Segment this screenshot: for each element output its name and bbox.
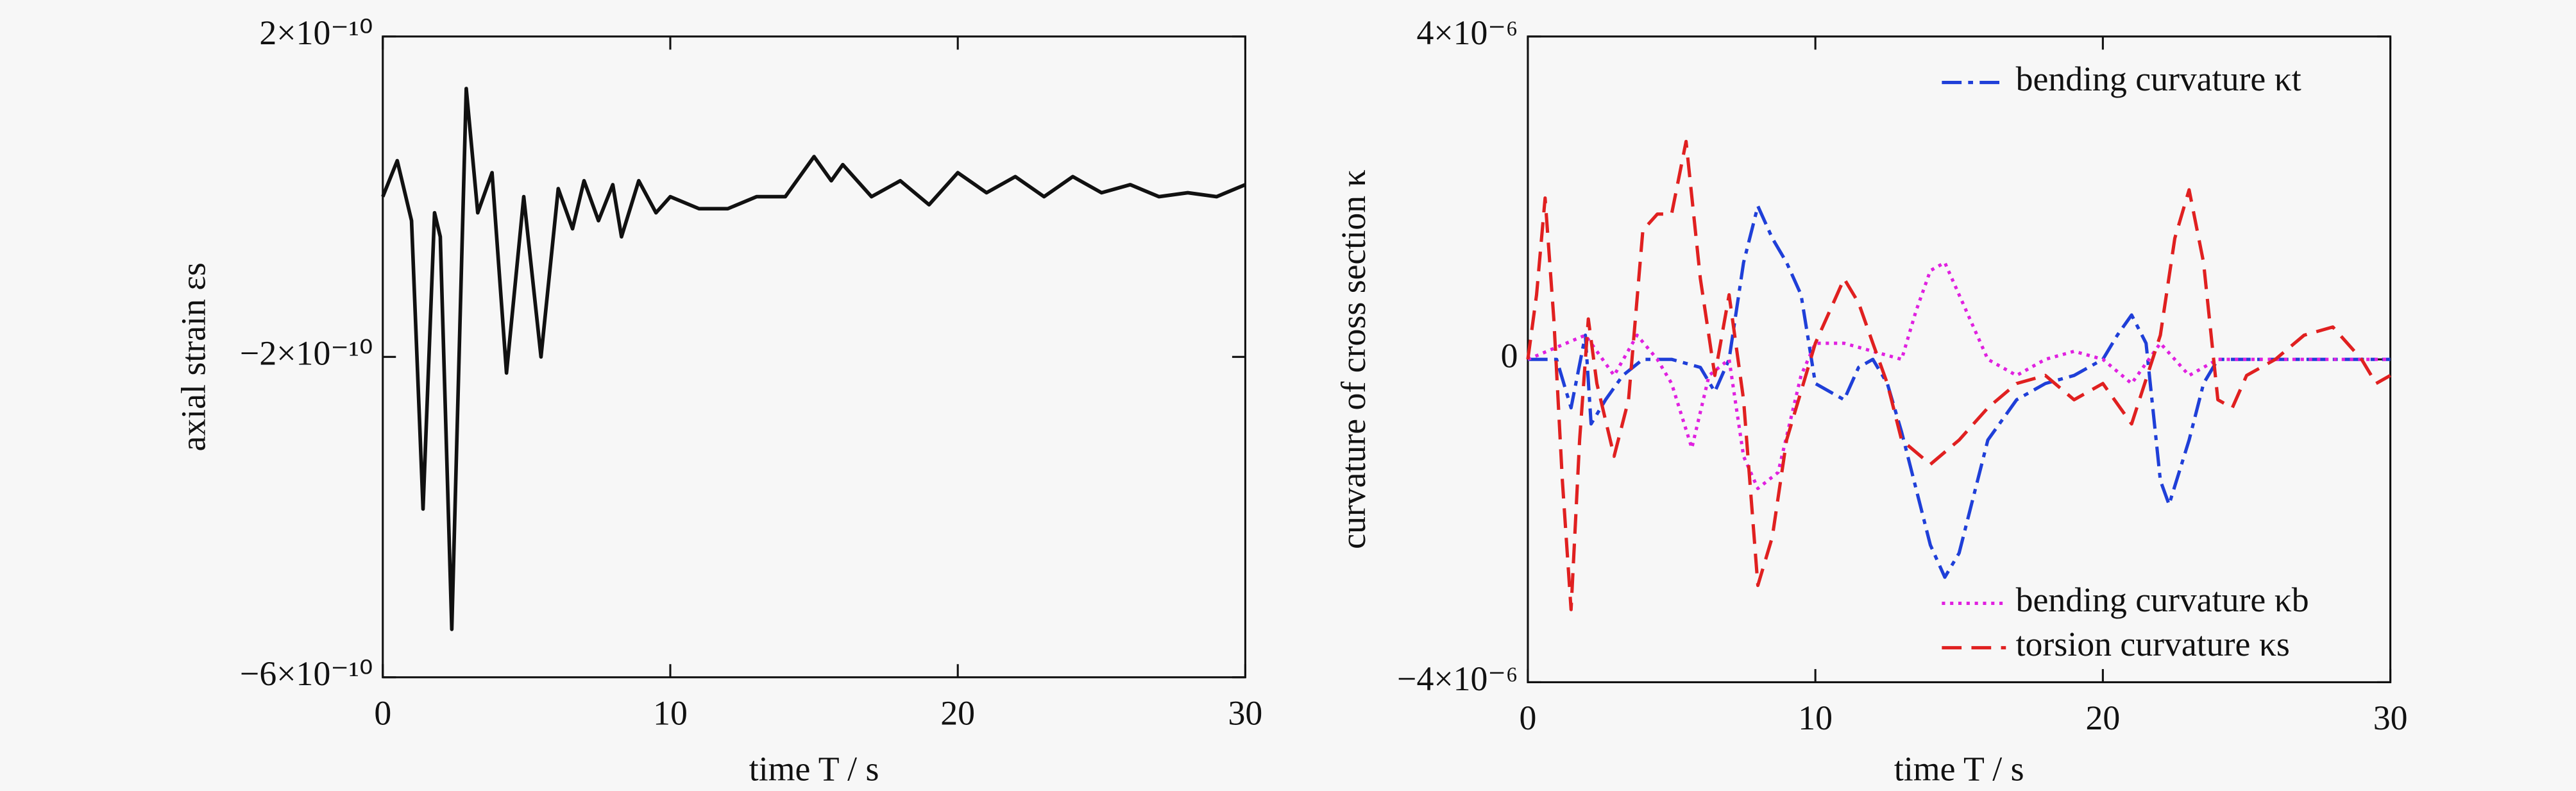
y-tick-label: 0 (1501, 336, 1518, 375)
plot-frame (382, 35, 1246, 679)
y-axis-label: curvature of cross section κ (1334, 169, 1373, 549)
data-line (1527, 260, 2391, 491)
y-tick-label: −6×10⁻¹⁰ (240, 654, 373, 693)
y-tick-label: 4×10⁻⁶ (1416, 13, 1518, 52)
data-line (381, 87, 1246, 631)
x-tick-label: 30 (2373, 699, 2408, 737)
x-tick-label: 20 (940, 694, 975, 733)
legend-label: torsion curvature κs (2016, 625, 2290, 663)
data-line (1527, 204, 2391, 579)
x-tick-label: 10 (653, 694, 688, 733)
x-axis-label: time T / s (1894, 750, 2024, 788)
legend-label: bending curvature κt (2016, 60, 2301, 98)
legend-label: bending curvature κb (2016, 581, 2309, 619)
x-tick-label: 10 (1798, 699, 1833, 737)
x-tick-label: 20 (2085, 699, 2120, 737)
y-tick-label: −2×10⁻¹⁰ (240, 334, 373, 373)
y-tick-label: 2×10⁻¹⁰ (259, 13, 373, 52)
x-tick-label: 30 (1228, 694, 1263, 733)
x-axis-label: time T / s (749, 750, 879, 788)
x-tick-label: 0 (374, 694, 391, 733)
y-tick-label: −4×10⁻⁶ (1397, 659, 1518, 698)
data-line (1526, 139, 2391, 611)
y-axis-label: axial strain εs (174, 262, 213, 451)
x-tick-label: 0 (1519, 699, 1536, 737)
